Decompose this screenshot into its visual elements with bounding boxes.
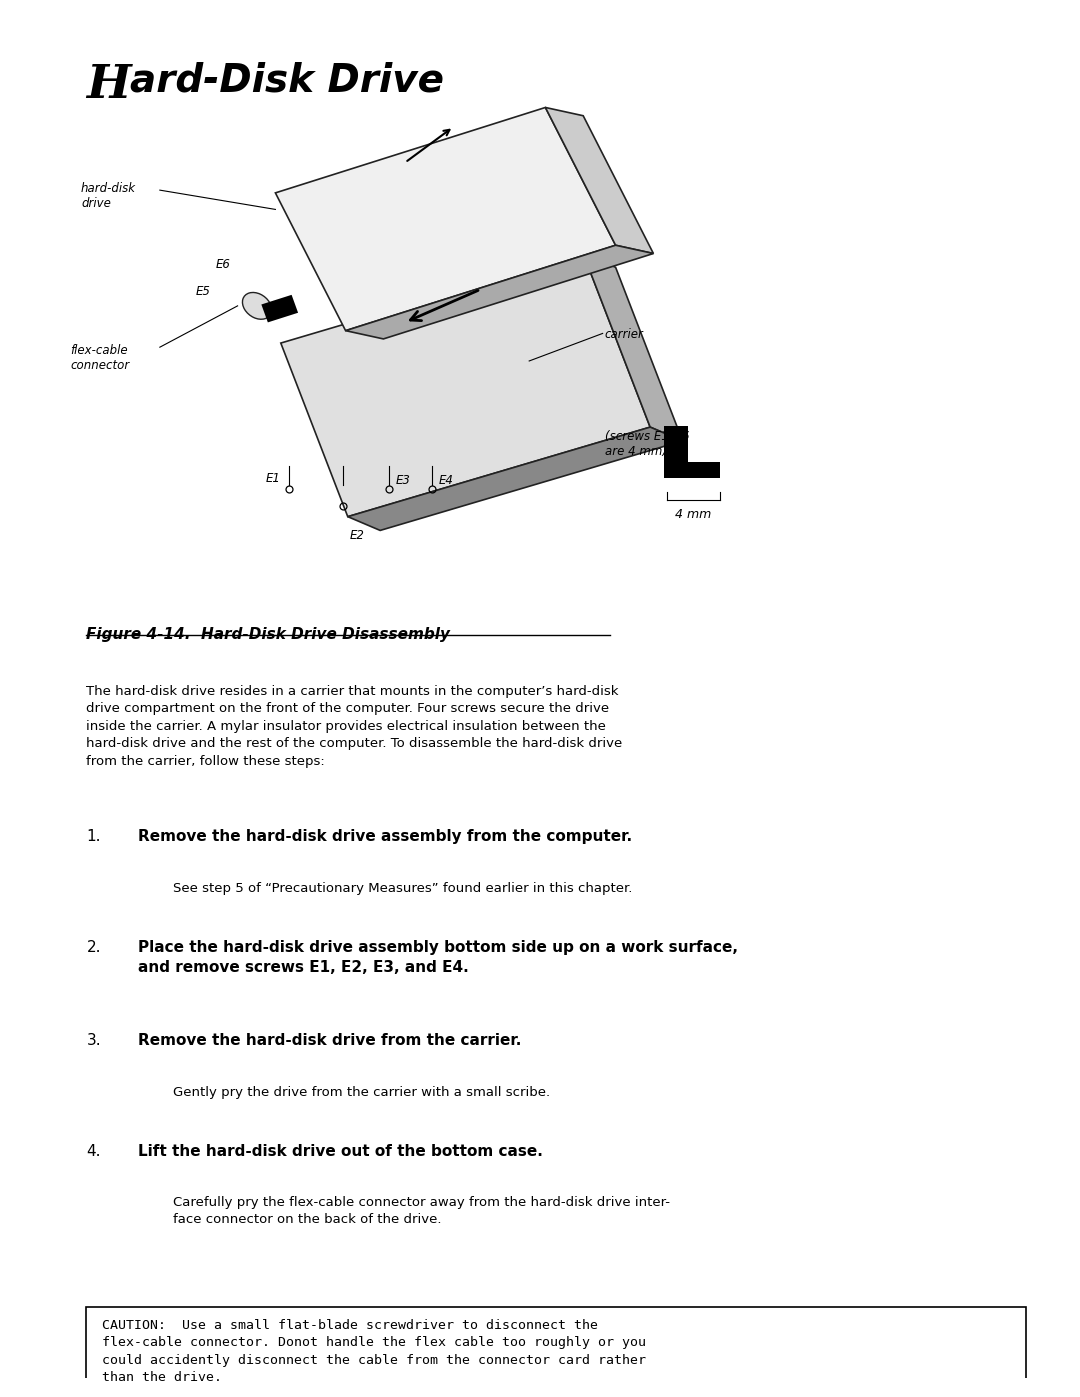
Text: H: H — [86, 61, 131, 108]
Text: hard-disk
drive: hard-disk drive — [81, 182, 136, 210]
Text: E6: E6 — [216, 257, 231, 271]
Text: Figure 4-14.  Hard-Disk Drive Disassembly: Figure 4-14. Hard-Disk Drive Disassembly — [86, 627, 450, 641]
Polygon shape — [281, 253, 650, 517]
Text: 4-19: 4-19 — [998, 1344, 1026, 1356]
Text: carrier: carrier — [605, 328, 644, 341]
Text: E2: E2 — [350, 529, 365, 542]
Text: Gently pry the drive from the carrier with a small scribe.: Gently pry the drive from the carrier wi… — [173, 1085, 550, 1098]
Text: 4.: 4. — [86, 1144, 100, 1158]
Polygon shape — [348, 427, 683, 531]
Bar — [86, 1308, 1026, 1397]
Polygon shape — [275, 108, 616, 331]
Text: ard-Disk Drive: ard-Disk Drive — [130, 61, 444, 101]
Polygon shape — [545, 108, 653, 253]
Text: Lift the hard-disk drive out of the bottom case.: Lift the hard-disk drive out of the bott… — [138, 1144, 543, 1158]
Text: E3: E3 — [395, 475, 410, 488]
Text: Carefully pry the flex-cable connector away from the hard-disk drive inter-
face: Carefully pry the flex-cable connector a… — [173, 1196, 670, 1227]
Text: CAUTION:  Use a small flat-blade screwdriver to disconnect the
flex-cable connec: CAUTION: Use a small flat-blade screwdri… — [102, 1319, 646, 1384]
Text: 4 mm: 4 mm — [675, 509, 712, 521]
Polygon shape — [346, 246, 653, 339]
Text: 1.: 1. — [86, 830, 100, 844]
Text: Remove the hard-disk drive assembly from the computer.: Remove the hard-disk drive assembly from… — [138, 830, 633, 844]
Text: 3.: 3. — [86, 1034, 102, 1048]
Bar — [664, 461, 720, 478]
Text: 2.: 2. — [86, 940, 100, 954]
Text: Removing and Replacing Parts: Removing and Replacing Parts — [670, 1344, 861, 1356]
Text: E5: E5 — [195, 285, 211, 298]
Text: Remove the hard-disk drive from the carrier.: Remove the hard-disk drive from the carr… — [138, 1034, 522, 1048]
Ellipse shape — [242, 292, 272, 320]
Text: flex-cable
connector: flex-cable connector — [70, 345, 130, 373]
Text: See step 5 of “Precautionary Measures” found earlier in this chapter.: See step 5 of “Precautionary Measures” f… — [173, 882, 632, 894]
Text: E4: E4 — [438, 475, 454, 488]
Text: E1: E1 — [266, 472, 281, 485]
Text: Place the hard-disk drive assembly bottom side up on a work surface,
and remove : Place the hard-disk drive assembly botto… — [138, 940, 739, 975]
Polygon shape — [583, 253, 683, 441]
Text: The hard-disk drive resides in a carrier that mounts in the computer’s hard-disk: The hard-disk drive resides in a carrier… — [86, 685, 623, 768]
Text: (screws E1–E6
are 4 mm): (screws E1–E6 are 4 mm) — [605, 430, 689, 458]
Polygon shape — [261, 295, 298, 323]
Bar — [664, 426, 688, 478]
